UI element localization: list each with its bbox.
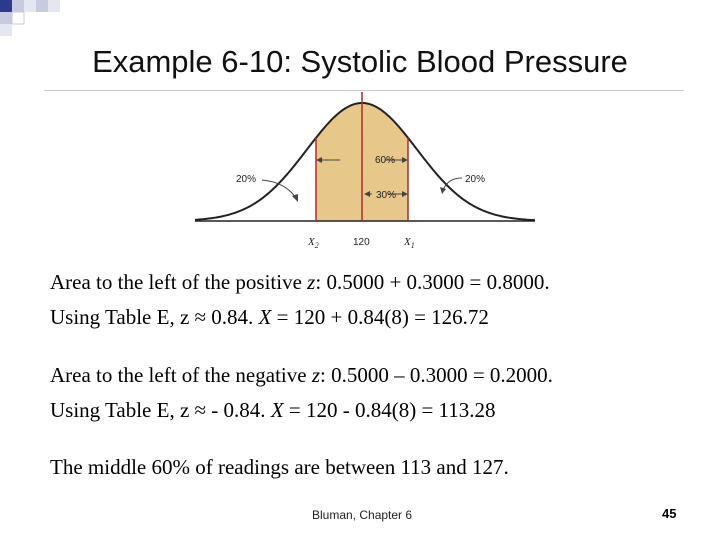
text-line-conclusion: The middle 60% of readings are between 1… (50, 455, 509, 479)
text-line-negative-x: Using Table E, z ≈ - 0.84. X = 120 - 0.8… (50, 398, 496, 422)
title-rule (44, 90, 684, 91)
left-tail-arrowhead (292, 194, 298, 202)
text-line-negative-area: Area to the left of the negative z: 0.50… (50, 363, 553, 387)
slide-title: Example 6-10: Systolic Blood Pressure (92, 44, 628, 79)
x1-label: X1 (403, 236, 415, 250)
middle-area-label: 60% (375, 155, 395, 166)
arrowhead-half-left (364, 191, 370, 197)
corner-decoration (0, 0, 60, 36)
arrowhead-half-right (402, 191, 408, 197)
right-tail-pointer (442, 177, 463, 191)
x2-label: X2 (307, 236, 319, 250)
slide-footer: Bluman, Chapter 6 (312, 508, 413, 522)
text-line-positive-x: Using Table E, z ≈ 0.84. X = 120 + 0.84(… (50, 305, 489, 329)
bell-curve (194, 102, 536, 222)
arrowhead-right-60 (402, 157, 408, 163)
right-tail-arrowhead (440, 187, 446, 194)
page-number: 45 (662, 506, 677, 521)
mean-label: 120 (353, 237, 370, 248)
left-tail-label: 20% (236, 174, 256, 185)
half-area-label: 30% (376, 190, 396, 201)
right-tail-label: 20% (465, 174, 485, 185)
normal-curve-figure: 20% 20% 60% 30% X2 120 X1 (194, 92, 536, 250)
text-line-positive-area: Area to the left of the positive z: 0.50… (50, 270, 550, 294)
arrowhead-left-60 (316, 157, 322, 163)
